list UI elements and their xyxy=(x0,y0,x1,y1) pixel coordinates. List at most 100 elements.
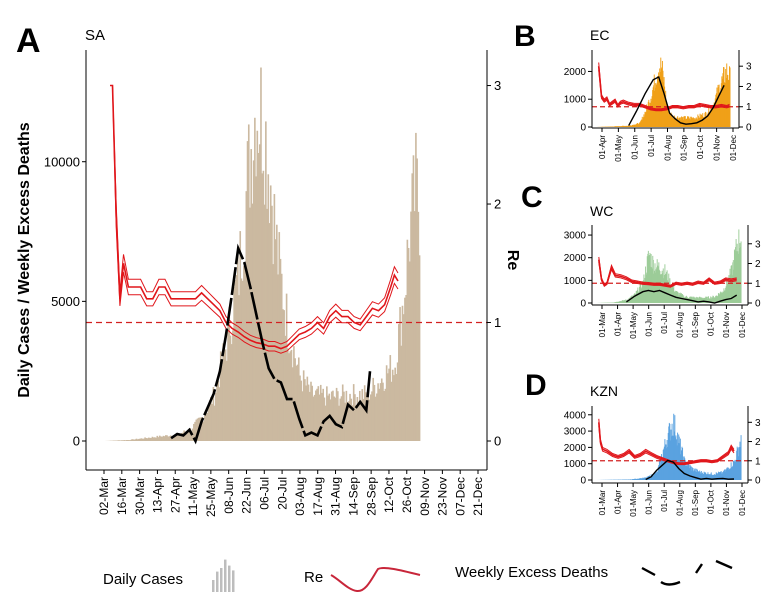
daily-cases-bar xyxy=(641,478,643,480)
daily-cases-bar xyxy=(685,297,687,303)
daily-cases-bar xyxy=(134,439,137,441)
x-tick-label: 01-Jun xyxy=(644,312,653,336)
daily-cases-bar xyxy=(366,396,368,441)
daily-cases-bar xyxy=(647,250,649,303)
y2-tick-label: 1 xyxy=(746,102,752,113)
legend-deaths-dashed-line-icon xyxy=(641,559,733,586)
daily-cases-bar xyxy=(418,255,421,441)
daily-cases-bar xyxy=(694,297,696,303)
daily-cases-bar xyxy=(645,112,647,127)
daily-cases-bar xyxy=(390,381,393,441)
daily-cases-bar xyxy=(658,269,660,303)
daily-cases-bar xyxy=(704,297,706,303)
y2-tick-label: 2 xyxy=(755,437,761,448)
re-lower-bound-line xyxy=(110,85,399,354)
daily-cases-bar xyxy=(135,438,138,441)
daily-cases-bar xyxy=(163,436,166,441)
daily-cases-bar xyxy=(677,116,679,127)
x-tick-label: 01-Dec xyxy=(729,135,738,161)
daily-cases-bar xyxy=(154,437,156,441)
y2-tick-label: 0 xyxy=(755,299,761,310)
daily-cases-bar xyxy=(650,98,652,127)
daily-cases-bar xyxy=(177,433,179,441)
daily-cases-bar xyxy=(725,77,727,127)
daily-cases-bar xyxy=(671,285,673,303)
daily-cases-bar xyxy=(674,437,676,480)
daily-cases-bar xyxy=(355,405,357,441)
daily-cases-bar xyxy=(720,291,722,303)
daily-cases-bar xyxy=(208,400,211,441)
daily-cases-bar xyxy=(653,74,655,127)
y2-tick-label: 0 xyxy=(746,123,752,134)
daily-cases-bar xyxy=(396,362,399,441)
daily-cases-bar xyxy=(407,247,410,441)
x-tick-label: 01-Sep xyxy=(691,489,700,515)
daily-cases-bar xyxy=(698,471,700,480)
daily-cases-bar xyxy=(639,122,641,127)
daily-cases-bar xyxy=(376,393,378,441)
daily-cases-bar xyxy=(265,121,267,441)
daily-cases-bar xyxy=(339,398,342,441)
daily-cases-bar xyxy=(683,297,685,303)
daily-cases-bar xyxy=(624,125,626,127)
daily-cases-bar xyxy=(155,437,157,441)
daily-cases-bar xyxy=(678,119,680,127)
daily-cases-bar xyxy=(167,436,170,441)
daily-cases-bar xyxy=(204,415,206,441)
daily-cases-bar xyxy=(661,274,663,303)
daily-cases-bar xyxy=(138,438,140,441)
daily-cases-bar xyxy=(228,307,231,441)
x-tick-label: 01-May xyxy=(614,135,623,162)
panel-letter-d: D xyxy=(525,369,547,402)
daily-cases-bar xyxy=(698,472,700,480)
daily-cases-bar xyxy=(725,469,727,480)
daily-cases-bar xyxy=(637,292,639,303)
daily-cases-bar xyxy=(651,268,653,303)
daily-cases-bar xyxy=(634,124,636,127)
daily-cases-bar xyxy=(695,296,697,303)
daily-cases-bar xyxy=(660,57,662,127)
daily-cases-bar xyxy=(726,468,728,480)
daily-cases-bar xyxy=(738,447,740,480)
y-tick-label: 0 xyxy=(580,476,586,487)
daily-cases-bar xyxy=(642,119,644,127)
daily-cases-bar xyxy=(736,243,738,303)
daily-cases-bar xyxy=(661,458,663,480)
daily-cases-bar xyxy=(412,155,415,441)
daily-cases-bar xyxy=(689,465,691,480)
daily-cases-bar xyxy=(676,119,678,127)
daily-cases-bar xyxy=(630,125,632,127)
daily-cases-bar xyxy=(702,297,704,303)
daily-cases-bar xyxy=(218,387,221,441)
daily-cases-bar xyxy=(200,417,202,441)
daily-cases-bar xyxy=(705,296,707,303)
legend-bar xyxy=(232,570,235,592)
daily-cases-bar xyxy=(648,106,650,127)
daily-cases-bar xyxy=(653,273,655,303)
daily-cases-bar xyxy=(622,300,624,303)
daily-cases-bar xyxy=(223,349,226,441)
daily-cases-bar xyxy=(722,73,724,127)
daily-cases-bar xyxy=(241,280,244,441)
legend-bar xyxy=(228,565,231,592)
re-mean-line xyxy=(598,259,737,288)
daily-cases-bar xyxy=(637,478,639,480)
daily-cases-bar xyxy=(152,437,155,441)
daily-cases-bar xyxy=(240,278,243,441)
daily-cases-bar xyxy=(700,117,702,127)
daily-cases-bar xyxy=(158,435,161,441)
x-tick-label: 12-Oct xyxy=(382,476,396,513)
daily-cases-bar xyxy=(267,174,270,441)
daily-cases-bar xyxy=(723,67,725,127)
daily-cases-bar xyxy=(701,473,703,480)
daily-cases-bar xyxy=(688,465,690,480)
daily-cases-bar xyxy=(668,426,670,480)
daily-cases-bar xyxy=(674,119,676,127)
daily-cases-bar xyxy=(670,112,672,127)
daily-cases-bar xyxy=(678,434,680,480)
daily-cases-bar xyxy=(363,385,366,441)
daily-cases-bar xyxy=(619,301,621,303)
daily-cases-bars xyxy=(596,413,742,480)
daily-cases-bar xyxy=(649,252,651,303)
y-axis-label: Daily Cases / Weekly Excess Deaths xyxy=(16,122,33,398)
